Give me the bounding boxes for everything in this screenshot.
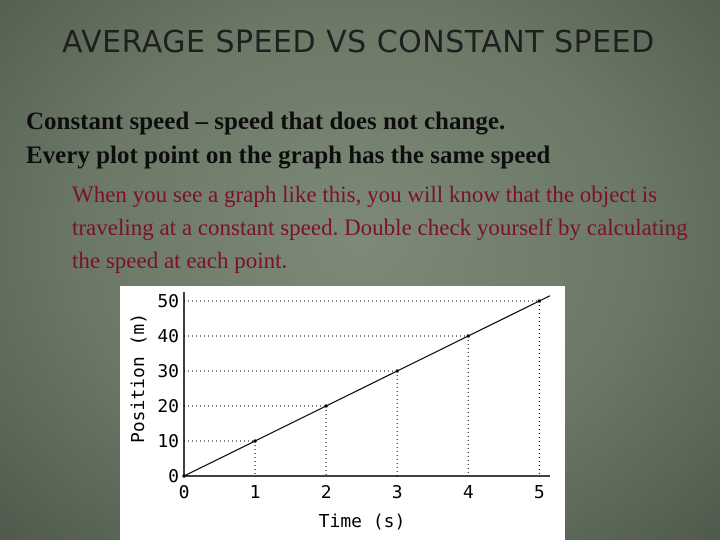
data-point xyxy=(324,404,328,408)
data-point xyxy=(537,299,541,303)
y-tick-label: 0 xyxy=(168,466,179,487)
axis-layer xyxy=(183,292,550,477)
y-tick-label: 20 xyxy=(157,396,179,417)
x-tick-label: 4 xyxy=(463,482,474,503)
data-point xyxy=(253,439,257,443)
grid-layer xyxy=(184,300,540,476)
explanation-text: Every plot point on the graph has the sa… xyxy=(26,142,551,169)
position-time-chart: 0 1 2 3 4 5 0 10 20 30 40 50 Time (s) Position (m) xyxy=(120,286,565,540)
x-tick-label: 1 xyxy=(250,482,261,503)
series-layer xyxy=(182,295,551,478)
data-point xyxy=(466,334,470,338)
note-text: When you see a graph like this, you will… xyxy=(72,182,688,273)
x-tick-label: 2 xyxy=(321,482,332,503)
series-line xyxy=(183,295,551,477)
y-tick-label: 40 xyxy=(157,326,179,347)
x-axis-label: Time (s) xyxy=(319,511,406,532)
slide-title: AVERAGE SPEED VS CONSTANT SPEED xyxy=(62,25,655,60)
data-point xyxy=(182,474,186,478)
y-axis-label: Position (m) xyxy=(128,313,149,443)
y-tick-label: 10 xyxy=(157,431,179,452)
x-tick-label: 0 xyxy=(179,482,190,503)
x-tick-label: 3 xyxy=(392,482,403,503)
y-tick-label: 30 xyxy=(157,361,179,382)
y-tick-label: 50 xyxy=(157,291,179,312)
x-tick-label: 5 xyxy=(534,482,545,503)
data-point xyxy=(395,369,399,373)
definition-text: Constant speed – speed that does not cha… xyxy=(26,108,506,135)
